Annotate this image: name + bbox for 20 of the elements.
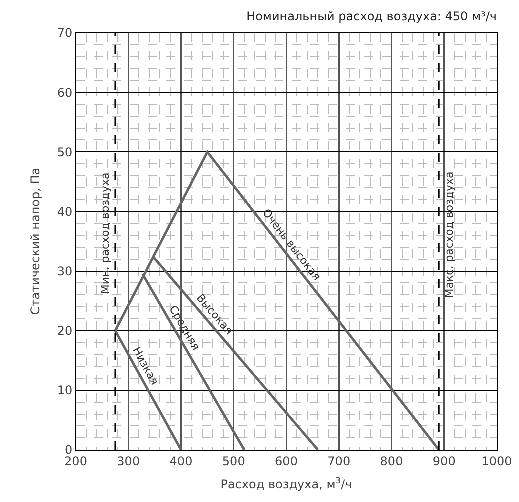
x-tick-label: 500 <box>222 454 246 468</box>
y-tick-label: 50 <box>57 145 73 160</box>
x-tick-label: 800 <box>380 454 404 468</box>
x-axis-title: Расход воздуха, м$^{3}$/ч <box>220 475 352 492</box>
x-tick-label: 600 <box>275 454 298 468</box>
y-tick-label: 70 <box>57 26 73 40</box>
chart-title: Номинальный расход воздуха: 450 м³/ч <box>246 9 497 24</box>
y-axis-title: Статический напор, Па <box>28 168 43 316</box>
x-tick-label: 400 <box>170 454 193 468</box>
x-tick-label: 1000 <box>482 454 512 468</box>
y-tick-label: 20 <box>57 324 73 338</box>
y-tick-label: 60 <box>57 86 73 100</box>
ref-line-label: Макс. расход воздуха <box>443 172 456 298</box>
ref-line-label: Мин. расход воздуха <box>98 172 112 294</box>
x-tick-label: 900 <box>432 454 456 468</box>
y-tick-label: 40 <box>57 204 73 219</box>
x-tick-label: 300 <box>117 454 140 468</box>
y-tick-label: 30 <box>57 264 73 278</box>
x-tick-label: 700 <box>328 454 351 468</box>
y-tick-label: 10 <box>57 384 73 398</box>
